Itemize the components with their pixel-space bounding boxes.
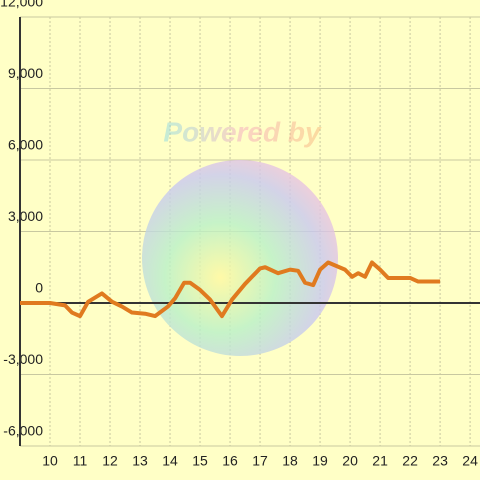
x-tick-label: 20 — [342, 453, 358, 469]
x-tick-label: 21 — [372, 453, 388, 469]
x-tick-label: 12 — [102, 453, 118, 469]
y-tick-label: 9,000 — [8, 65, 43, 81]
x-tick-label: 14 — [162, 453, 178, 469]
watermark: Powered by — [163, 116, 322, 147]
x-tick-label: 18 — [282, 453, 298, 469]
x-tick-label: 24 — [462, 453, 478, 469]
x-tick-label: 13 — [132, 453, 148, 469]
y-tick-label: -6,000 — [3, 423, 43, 439]
x-tick-label: 15 — [192, 453, 208, 469]
y-tick-label: 12,000 — [0, 0, 43, 10]
y-tick-label: -3,000 — [3, 351, 43, 367]
x-tick-label: 19 — [312, 453, 328, 469]
x-tick-label: 16 — [222, 453, 238, 469]
watermark-logo — [142, 160, 338, 356]
x-tick-label: 11 — [73, 453, 88, 469]
y-tick-label: 0 — [35, 280, 43, 296]
x-tick-label: 10 — [42, 453, 58, 469]
y-tick-label: 3,000 — [8, 208, 43, 224]
x-tick-label: 17 — [252, 453, 268, 469]
x-tick-label: 22 — [402, 453, 418, 469]
line — [20, 260, 441, 319]
y-tick-label: 6,000 — [8, 137, 43, 153]
x-tick-label: 23 — [432, 453, 448, 469]
